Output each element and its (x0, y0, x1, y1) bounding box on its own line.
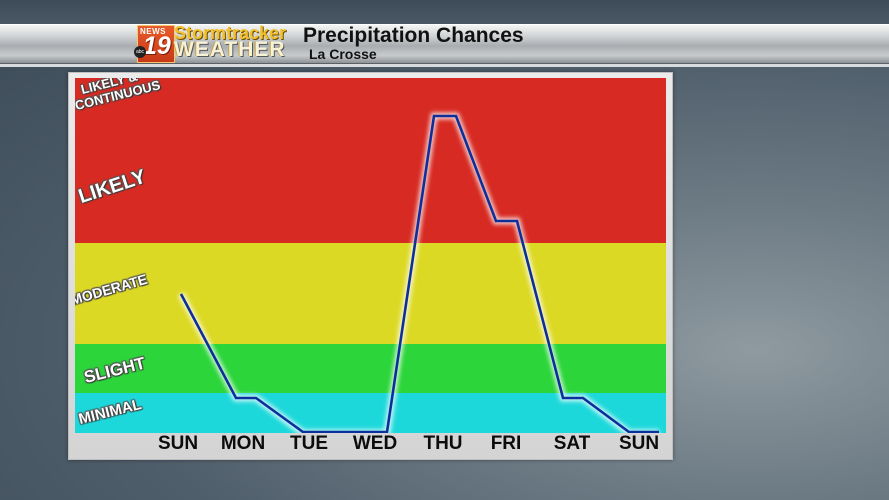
x-axis-day-labels: SUN MON TUE WED THU FRI SAT SUN (75, 433, 666, 457)
banner-divider (0, 64, 889, 67)
sky-background (0, 0, 889, 25)
logo-channel-number: 19 (143, 32, 171, 60)
day-label-sun: SUN (157, 433, 199, 454)
brand-stormtracker: Stormtracker (174, 23, 287, 43)
day-label-wed: WED (352, 433, 398, 454)
day-label-tue: TUE (290, 433, 328, 454)
day-label-sun-next: SUN (618, 433, 660, 454)
logo-news-text: NEWS (140, 27, 166, 36)
precipitation-line (177, 112, 659, 433)
chart-location: La Crosse (309, 46, 377, 62)
abc-network-icon: abc (134, 46, 146, 58)
band-likely (75, 78, 666, 243)
day-label-fri: FRI (490, 433, 522, 454)
day-label-mon: MON (220, 433, 266, 454)
band-slight (75, 344, 666, 393)
plot-area: LIKELY & CONTINUOUS LIKELY MODERATE SLIG… (75, 78, 666, 433)
brand-weather: WEATHER (174, 38, 286, 61)
chart-panel: LIKELY & CONTINUOUS LIKELY MODERATE SLIG… (68, 72, 673, 460)
day-label-sat: SAT (553, 433, 591, 454)
band-moderate (75, 243, 666, 344)
chart-title: Precipitation Chances (303, 24, 524, 47)
day-label-thu: THU (423, 433, 463, 454)
station-logo: NEWS 19 abc (134, 25, 175, 63)
